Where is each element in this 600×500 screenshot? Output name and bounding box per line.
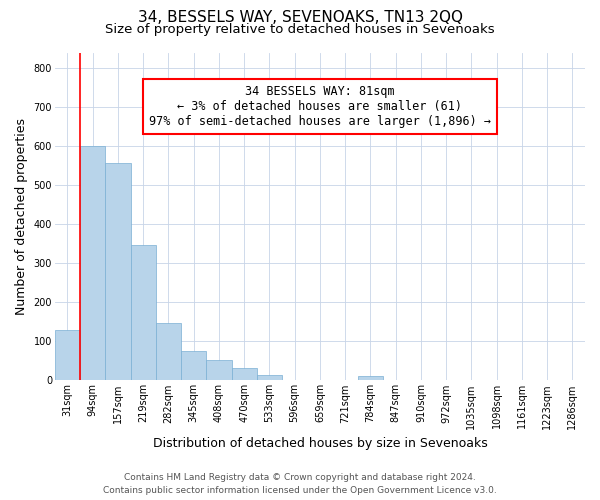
- Bar: [257, 374, 282, 380]
- Bar: [156, 322, 181, 380]
- Bar: [55, 330, 80, 380]
- Text: 34 BESSELS WAY: 81sqm
← 3% of detached houses are smaller (61)
97% of semi-detac: 34 BESSELS WAY: 81sqm ← 3% of detached h…: [149, 86, 491, 128]
- Text: 34, BESSELS WAY, SEVENOAKS, TN13 2QQ: 34, BESSELS WAY, SEVENOAKS, TN13 2QQ: [137, 10, 463, 25]
- Text: Contains HM Land Registry data © Crown copyright and database right 2024.
Contai: Contains HM Land Registry data © Crown c…: [103, 473, 497, 495]
- Bar: [358, 376, 383, 380]
- Bar: [181, 351, 206, 380]
- X-axis label: Distribution of detached houses by size in Sevenoaks: Distribution of detached houses by size …: [152, 437, 487, 450]
- Text: Size of property relative to detached houses in Sevenoaks: Size of property relative to detached ho…: [105, 22, 495, 36]
- Bar: [206, 360, 232, 380]
- Bar: [232, 368, 257, 380]
- Y-axis label: Number of detached properties: Number of detached properties: [15, 118, 28, 315]
- Bar: [106, 163, 131, 380]
- Bar: [131, 244, 156, 380]
- Bar: [80, 146, 106, 380]
